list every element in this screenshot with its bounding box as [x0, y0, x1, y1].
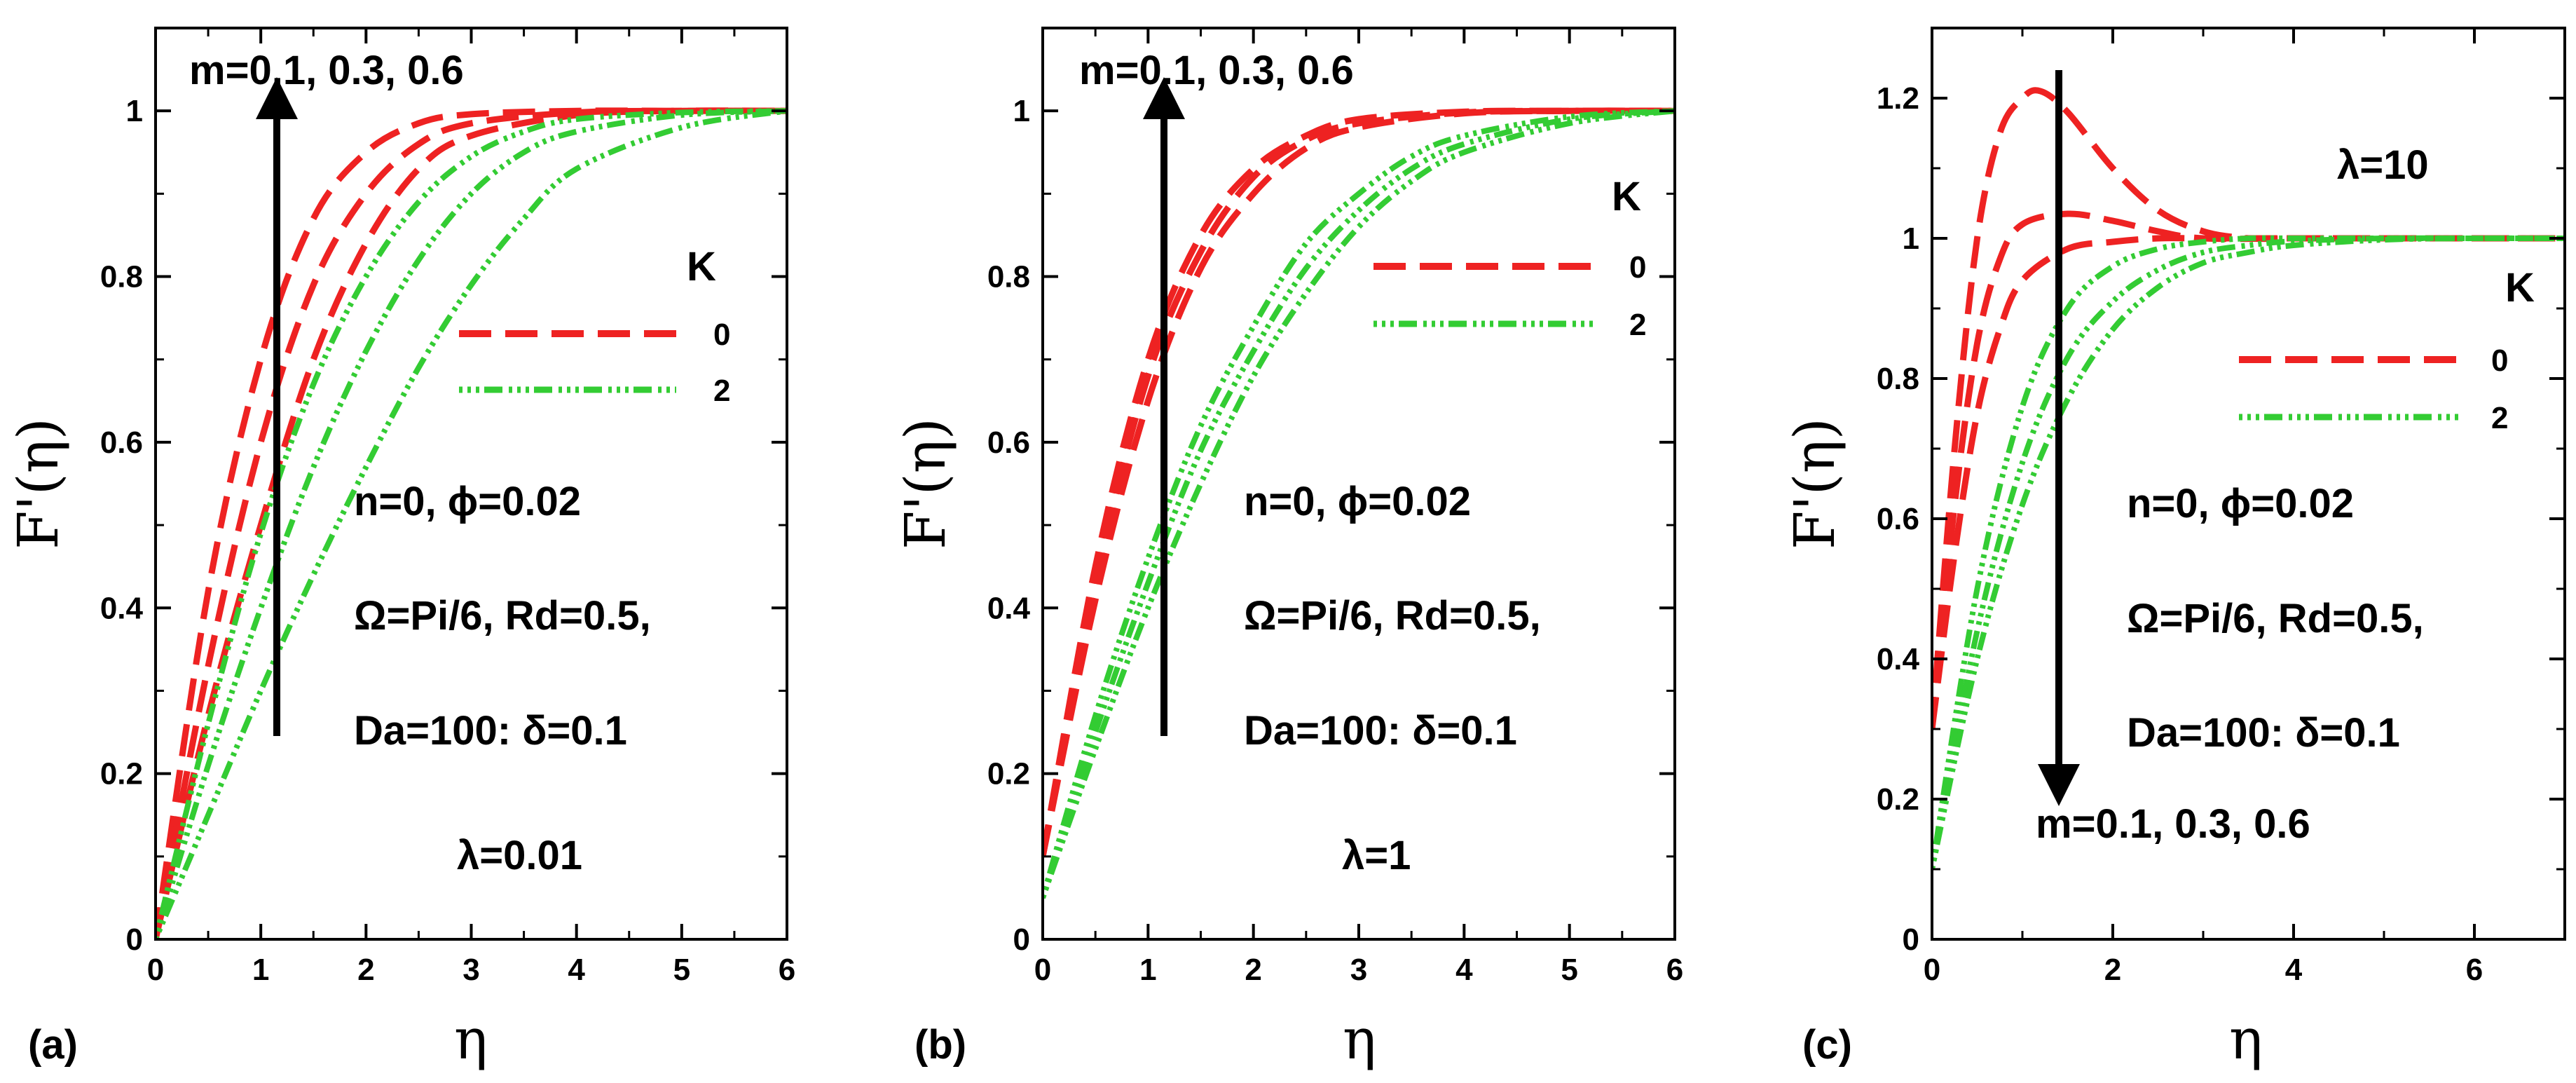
- y-axis-title: F'(η): [1782, 418, 1847, 550]
- series-line: [1932, 235, 2565, 870]
- y-axis-title: F'(η): [6, 418, 71, 550]
- legend-label: 2: [713, 374, 730, 408]
- annotation: n=0, ϕ=0.02: [354, 479, 581, 524]
- series-line: [1932, 235, 2565, 870]
- x-tick-label: 6: [779, 953, 795, 987]
- y-tick-label: 0.6: [987, 425, 1030, 460]
- series-line: [1043, 108, 1675, 899]
- x-tick-label: 1: [1139, 953, 1156, 987]
- x-tick-label: 3: [463, 953, 479, 987]
- legend-title: K: [2505, 265, 2535, 311]
- series-line: [156, 107, 787, 939]
- annotation: λ=0.01: [457, 833, 582, 878]
- y-tick-label: 0.6: [1877, 502, 1919, 536]
- y-tick-label: 0.4: [987, 591, 1031, 625]
- annotation: n=0, ϕ=0.02: [1244, 479, 1471, 524]
- annotation: Ω=Pi/6, Rd=0.5,: [2127, 596, 2424, 641]
- y-tick-label: 1: [1903, 222, 1919, 256]
- series-line: [156, 107, 787, 939]
- series-line: [156, 107, 787, 939]
- legend-label: 0: [1629, 250, 1646, 285]
- x-tick-label: 4: [1455, 953, 1473, 987]
- legend-label: 2: [2491, 401, 2508, 435]
- y-tick-label: 0.2: [987, 757, 1030, 791]
- x-tick-label: 2: [1245, 953, 1261, 987]
- annotation: n=0, ϕ=0.02: [2127, 481, 2354, 526]
- y-tick-label: 1.2: [1877, 81, 1919, 116]
- annotation: Da=100: δ=0.1: [2127, 710, 2400, 756]
- arrow-label: m=0.1, 0.3, 0.6: [1079, 48, 1354, 93]
- y-tick-label: 0: [126, 922, 143, 957]
- y-tick-label: 0.4: [1877, 642, 1920, 676]
- y-tick-label: 0.8: [100, 260, 143, 294]
- annotation: Ω=Pi/6, Rd=0.5,: [1244, 593, 1541, 639]
- x-tick-label: 6: [2466, 953, 2483, 987]
- x-tick-label: 2: [357, 953, 374, 987]
- x-tick-label: 0: [1924, 953, 1940, 987]
- arrow-label: m=0.1, 0.3, 0.6: [2036, 801, 2310, 847]
- series-line: [156, 108, 787, 939]
- y-axis-title: F'(η): [893, 418, 958, 550]
- y-tick-label: 1: [126, 94, 143, 128]
- x-tick-label: 3: [1350, 953, 1367, 987]
- x-tick-label: 6: [1666, 953, 1683, 987]
- series-line: [1932, 210, 2565, 730]
- x-tick-label: 5: [673, 953, 690, 987]
- series-line: [156, 108, 787, 939]
- annotation: λ=1: [1342, 833, 1411, 878]
- series-line: [1043, 108, 1675, 899]
- legend-label: 0: [2491, 343, 2508, 378]
- y-tick-label: 0.8: [1877, 362, 1919, 396]
- annotation: Da=100: δ=0.1: [1244, 708, 1517, 754]
- arrow-label: m=0.1, 0.3, 0.6: [189, 48, 464, 93]
- x-axis-title: η: [2229, 1007, 2263, 1072]
- y-tick-label: 0.2: [1877, 782, 1919, 817]
- y-tick-label: 0.2: [100, 757, 143, 791]
- panel-label: (b): [914, 1022, 966, 1068]
- x-tick-label: 2: [2104, 953, 2121, 987]
- y-tick-label: 0.4: [100, 591, 144, 625]
- annotation: Ω=Pi/6, Rd=0.5,: [354, 593, 651, 639]
- y-tick-label: 0.8: [987, 260, 1030, 294]
- x-tick-label: 0: [1034, 953, 1051, 987]
- annotation: Da=100: δ=0.1: [354, 708, 627, 754]
- panel-label: (a): [28, 1022, 78, 1068]
- x-tick-label: 4: [2285, 953, 2303, 987]
- x-axis-title: η: [1343, 1007, 1376, 1072]
- panel-label: (c): [1802, 1022, 1852, 1068]
- series-line: [1932, 235, 2565, 870]
- x-tick-label: 4: [568, 953, 585, 987]
- series-line: [1043, 108, 1675, 899]
- y-tick-label: 0: [1013, 922, 1030, 957]
- legend-title: K: [1612, 174, 1641, 219]
- annotation: λ=10: [2337, 142, 2429, 188]
- x-tick-label: 5: [1561, 953, 1577, 987]
- y-tick-label: 1: [1013, 94, 1030, 128]
- legend-label: 2: [1629, 308, 1646, 342]
- y-tick-label: 0: [1903, 922, 1919, 957]
- series-line: [156, 108, 787, 939]
- legend-title: K: [687, 244, 716, 290]
- plot-frame: [1931, 27, 2566, 941]
- x-axis-title: η: [454, 1007, 488, 1072]
- x-tick-label: 0: [147, 953, 164, 987]
- y-tick-label: 0.6: [100, 425, 143, 460]
- x-tick-label: 1: [252, 953, 269, 987]
- legend-label: 0: [713, 318, 730, 352]
- series-line: [1043, 107, 1675, 857]
